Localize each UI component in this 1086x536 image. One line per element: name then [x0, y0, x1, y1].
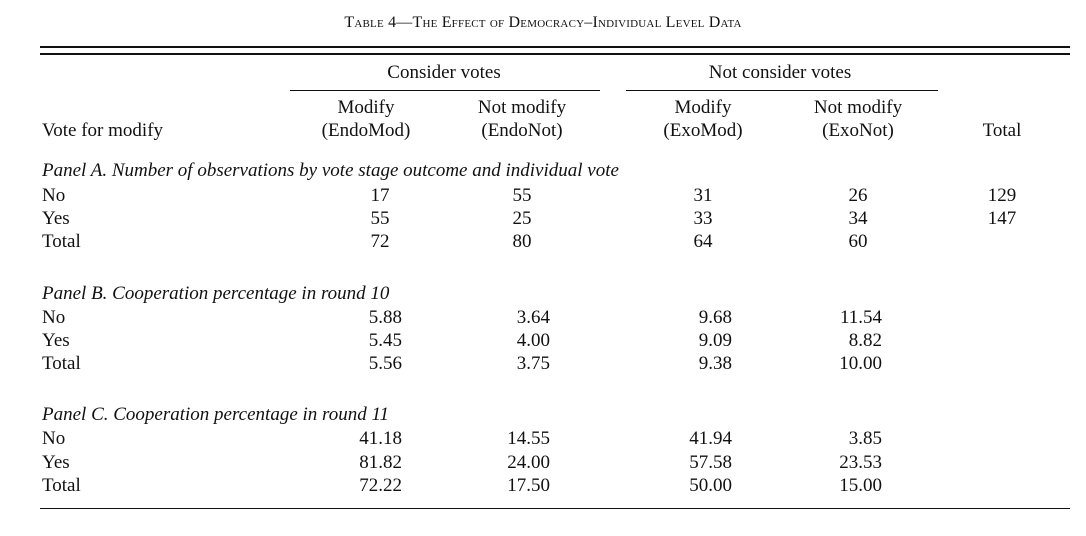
table-title: Table 4—The Effect of Democracy–Individu…	[0, 14, 1086, 32]
panel-a-yes-total: 147	[987, 208, 1017, 229]
panel-c-yes-exomod: 57.58	[689, 452, 732, 473]
panel-a-no-endonot: 55	[512, 185, 532, 206]
panel-a-no-exonot: 26	[848, 185, 868, 206]
panel-a-yes-exomod: 33	[693, 208, 713, 229]
panel-a-yes-endomod: 55	[370, 208, 390, 229]
col-header-exomod-line2: (ExoMod)	[663, 120, 743, 141]
panel-c-title: Panel C. Cooperation percentage in round…	[42, 404, 390, 425]
panel-b-yes-endonot: 4.00	[516, 330, 550, 351]
col-header-endonot-line2: (EndoNot)	[481, 120, 563, 141]
panel-a-title: Panel A. Number of observations by vote …	[42, 160, 619, 181]
panel-b-no-endonot: 3.64	[516, 307, 550, 328]
panel-a-yes-exonot: 34	[848, 208, 868, 229]
panel-a-row-no-label: No	[42, 185, 66, 206]
panel-b-yes-exonot: 8.82	[848, 330, 882, 351]
group-rule-consider	[290, 90, 600, 91]
panel-b-total-endonot: 3.75	[516, 353, 550, 374]
panel-a-row-total-label: Total	[42, 231, 81, 252]
panel-a-total-exomod: 64	[693, 231, 713, 252]
group-header-consider: Consider votes	[387, 62, 501, 83]
stub-header: Vote for modify	[42, 120, 164, 141]
panel-b-row-total-label: Total	[42, 353, 81, 374]
panel-b-yes-exomod: 9.09	[698, 330, 732, 351]
panel-c-total-endomod: 72.22	[359, 475, 402, 496]
panel-b-row-no-label: No	[42, 307, 66, 328]
col-header-exonot-line2: (ExoNot)	[822, 120, 894, 141]
panel-b-total-exonot: 10.00	[839, 353, 882, 374]
panel-c-no-exonot: 3.85	[848, 428, 882, 449]
panel-c-no-endonot: 14.55	[507, 428, 550, 449]
panel-a-no-exomod: 31	[693, 185, 713, 206]
panel-b-total-endomod: 5.56	[368, 353, 402, 374]
top-rule-double	[40, 53, 1070, 55]
panel-b-total-exomod: 9.38	[698, 353, 732, 374]
panel-a-no-total: 129	[987, 185, 1017, 206]
group-header-not-consider: Not consider votes	[708, 62, 852, 83]
panel-b-no-exonot: 11.54	[839, 307, 882, 328]
panel-c-yes-endonot: 24.00	[507, 452, 550, 473]
panel-c-no-exomod: 41.94	[689, 428, 732, 449]
panel-c-row-yes-label: Yes	[42, 452, 70, 473]
panel-c-total-endonot: 17.50	[507, 475, 550, 496]
panel-c-row-total-label: Total	[42, 475, 81, 496]
panel-b-title: Panel B. Cooperation percentage in round…	[42, 283, 390, 304]
panel-c-yes-exonot: 23.53	[839, 452, 882, 473]
col-header-exomod-line1: Modify	[674, 97, 732, 118]
panel-b-yes-endomod: 5.45	[368, 330, 402, 351]
panel-c-yes-endomod: 81.82	[359, 452, 402, 473]
panel-a-total-exonot: 60	[848, 231, 868, 252]
col-header-total: Total	[982, 120, 1022, 141]
group-rule-not-consider	[626, 90, 938, 91]
panel-b-no-exomod: 9.68	[698, 307, 732, 328]
panel-c-total-exonot: 15.00	[839, 475, 882, 496]
panel-a-total-endonot: 80	[512, 231, 532, 252]
panel-a-row-yes-label: Yes	[42, 208, 70, 229]
panel-c-row-no-label: No	[42, 428, 66, 449]
panel-c-total-exomod: 50.00	[689, 475, 732, 496]
panel-b-no-endomod: 5.88	[368, 307, 402, 328]
panel-b-row-yes-label: Yes	[42, 330, 70, 351]
col-header-endomod-line1: Modify	[337, 97, 395, 118]
table-title-text: Table 4—The Effect of Democracy–Individu…	[344, 14, 742, 31]
col-header-exonot-line1: Not modify	[813, 97, 903, 118]
panel-a-yes-endonot: 25	[512, 208, 532, 229]
panel-a-total-endomod: 72	[370, 231, 390, 252]
col-header-endomod-line2: (EndoMod)	[321, 120, 411, 141]
col-header-endonot-line1: Not modify	[477, 97, 567, 118]
bottom-rule	[40, 508, 1070, 509]
panel-c-no-endomod: 41.18	[359, 428, 402, 449]
top-rule	[40, 46, 1070, 48]
panel-a-no-endomod: 17	[370, 185, 390, 206]
